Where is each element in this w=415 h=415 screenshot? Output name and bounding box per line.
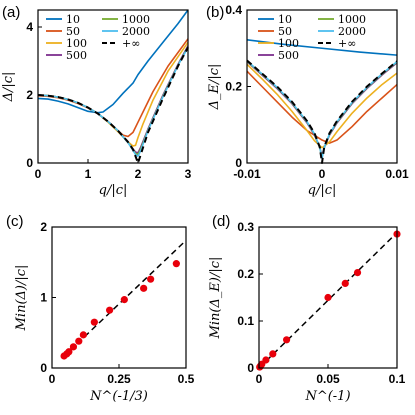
x-tick-label: 0.01 <box>385 167 409 181</box>
series-line-1 <box>37 9 189 114</box>
data-point <box>120 296 128 304</box>
legend-entry-label: 50 <box>66 25 80 38</box>
panel-d: 0 0.05 0.1 0 0.1 0.2 0.3 (d) N^(-1) Min(Δ_E)/|c| <box>208 213 406 404</box>
x-tick-label: 0.1 <box>389 372 406 386</box>
x-tick-label: 0 <box>256 372 263 386</box>
y-tick-label: 0.2 <box>225 80 242 94</box>
data-point <box>75 337 83 345</box>
y-tick-label: 4 <box>26 20 33 34</box>
data-point <box>324 293 332 302</box>
legend-entry-label: 2000 <box>122 25 150 38</box>
y-tick-label: 0.3 <box>237 220 254 234</box>
series-line-3 <box>246 63 398 149</box>
legend-entry-label: 2000 <box>338 25 366 38</box>
y-tick-label: 2 <box>40 220 47 234</box>
y-axis-label: Min(Δ_E)/|c| <box>208 257 223 340</box>
legend-entry-label: +∞ <box>122 37 140 50</box>
legend-entry-label: 100 <box>66 37 87 50</box>
legend-entry-label: 1000 <box>338 13 366 26</box>
data-point <box>269 350 277 358</box>
series-line-4 <box>37 45 189 154</box>
series-line-4 <box>246 61 398 157</box>
panel-label: (c) <box>6 213 24 230</box>
series-line-2 <box>37 38 189 138</box>
data-point <box>341 279 349 287</box>
y-axis-label: Min(Δ)/|c| <box>14 265 29 332</box>
series-line-7 <box>37 46 189 164</box>
y-tick-label: 0 <box>235 156 242 170</box>
x-tick-label: 0 <box>319 167 326 181</box>
data-point <box>69 343 78 351</box>
x-tick-label: 3 <box>185 167 192 181</box>
y-tick-label: 0 <box>247 361 254 375</box>
panel-label: (b) <box>206 4 224 21</box>
x-tick-label: 0 <box>49 372 56 386</box>
y-tick-label: 0.2 <box>237 267 254 281</box>
data-point <box>353 268 362 277</box>
panel-label: (d) <box>212 213 230 230</box>
data-point <box>147 275 155 283</box>
x-axis-label: q/|c| <box>308 183 337 198</box>
data-point <box>172 260 180 268</box>
x-tick-label: 0 <box>35 167 42 181</box>
x-tick-label: 0.05 <box>316 372 340 386</box>
x-axis-label: N^(-1) <box>304 389 350 404</box>
legend-entry-label: 100 <box>278 37 299 50</box>
legend-entry-label: 50 <box>278 25 292 38</box>
data-point <box>262 356 270 364</box>
series-line-5 <box>37 46 189 156</box>
data-point <box>79 331 87 339</box>
legend-entry-label: 500 <box>278 49 299 62</box>
data-point <box>90 318 98 326</box>
y-tick-label: 1 <box>40 291 47 305</box>
y-axis-label: Δ_E/|c| <box>207 64 222 111</box>
data-point <box>106 306 114 314</box>
series-line-5 <box>246 60 398 159</box>
legend-entry-label: 1000 <box>122 13 150 26</box>
fit-line <box>258 232 398 369</box>
panel-c: 0 0.25 0.5 0 1 2 (c) N^(-1/3) Min(Δ)/|c| <box>6 213 195 404</box>
x-axis-label: q/|c| <box>99 183 128 198</box>
data-point <box>283 336 291 344</box>
legend-entry-label: 10 <box>278 13 292 26</box>
legend-entry-label: 500 <box>66 49 87 62</box>
x-tick-label: 1 <box>85 167 92 181</box>
data-point <box>65 348 73 356</box>
legend-entry-label: +∞ <box>338 37 356 50</box>
series-line-6 <box>246 60 398 160</box>
x-axis-label: N^(-1/3) <box>89 389 148 404</box>
y-axis-label: Δ/|c| <box>1 72 16 103</box>
y-tick-label: 2 <box>26 88 33 102</box>
legend-entry-label: 10 <box>66 13 80 26</box>
x-tick-label: 2 <box>135 167 142 181</box>
y-tick-label: 0.4 <box>225 3 242 17</box>
y-tick-label: 0.1 <box>237 314 254 328</box>
x-tick-label: 0.25 <box>107 372 131 386</box>
plot-frame <box>37 9 189 164</box>
y-tick-label: 0 <box>26 156 33 170</box>
x-tick-label: 0.5 <box>178 372 195 386</box>
y-tick-label: 0 <box>40 361 47 375</box>
panel-label: (a) <box>2 4 20 21</box>
data-point <box>140 284 148 292</box>
x-tick-label: -0.01 <box>233 167 261 181</box>
